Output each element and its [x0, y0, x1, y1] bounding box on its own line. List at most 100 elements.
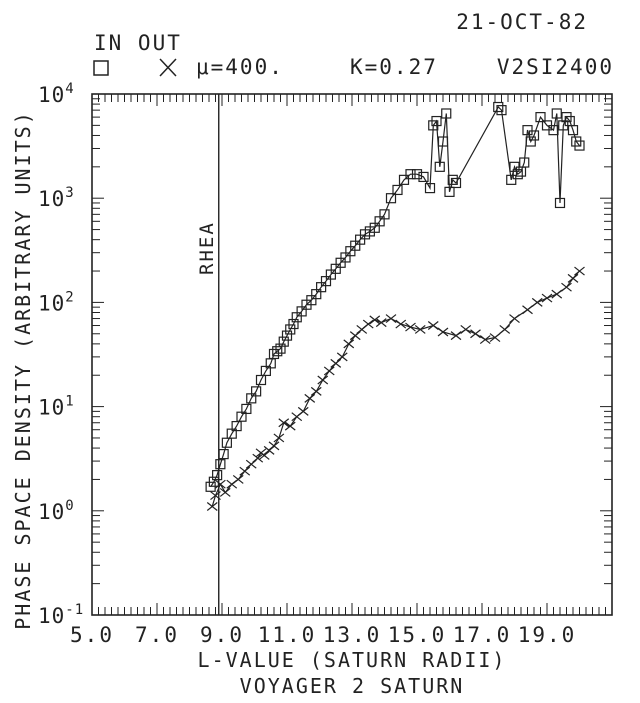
data-point-out [284, 421, 296, 431]
data-point-in [418, 171, 429, 183]
cross-stroke [258, 450, 270, 460]
data-point-out [450, 331, 462, 341]
y-tick-label: 10-1 [38, 602, 84, 628]
cross-stroke [252, 453, 264, 463]
cross-stroke [210, 491, 221, 501]
data-point-in [434, 161, 445, 172]
x-tick-label: 15.0 [388, 623, 447, 647]
cross-stroke [450, 331, 462, 341]
data-point-out [541, 293, 553, 303]
data-point-in [493, 101, 504, 113]
data-point-in [424, 183, 436, 194]
y-tick-label: 100 [38, 498, 75, 524]
cross-stroke [239, 466, 251, 476]
data-point-in [288, 318, 299, 330]
cross-stroke [427, 321, 439, 330]
cross-stroke [499, 324, 511, 334]
y-axis-title: PHASE SPACE DENSITY (ARBITRARY UNITS) [11, 110, 35, 630]
data-point-in [272, 346, 283, 357]
x-tick-label: 17.0 [453, 623, 512, 647]
data-point-in [506, 174, 517, 185]
data-point-out [551, 289, 563, 299]
cross-stroke [567, 273, 579, 283]
cross-stroke [385, 314, 397, 324]
data-point-out [268, 441, 280, 451]
data-point-in [512, 169, 523, 180]
k-value-label: K=0.27 [350, 55, 438, 79]
cross-stroke [278, 418, 290, 428]
data-point-out [479, 335, 491, 345]
data-point-out [349, 331, 361, 341]
data-point-in [278, 336, 289, 347]
data-point-in [525, 136, 536, 147]
data-point-out [215, 479, 226, 489]
cross-stroke [470, 329, 481, 339]
date-label: 21-OCT-82 [456, 10, 588, 34]
legend-square-marker-icon [93, 60, 109, 76]
data-point-in [281, 330, 293, 341]
cross-stroke [531, 297, 543, 307]
data-series [205, 101, 585, 511]
data-point-out [460, 324, 472, 334]
cross-stroke [414, 324, 426, 334]
cross-stroke [310, 386, 322, 396]
cross-stroke [460, 324, 472, 334]
data-point-out [258, 450, 270, 460]
data-point-in [496, 105, 507, 116]
cross-stroke [489, 333, 501, 343]
data-point-out [375, 318, 387, 328]
data-point-in [437, 136, 449, 147]
data-point-out [405, 322, 416, 332]
data-point-out [219, 487, 231, 497]
x-tick-label: 11.0 [258, 623, 317, 647]
run-id-label: V2SI2400 [497, 55, 614, 79]
data-point-out [567, 273, 579, 283]
data-point-out [297, 406, 309, 416]
cross-stroke [375, 318, 387, 328]
data-point-out [252, 453, 264, 463]
cross-stroke [304, 393, 316, 403]
cross-stroke [215, 479, 226, 489]
rhea-label: RHEA [196, 221, 218, 275]
data-point-in [444, 186, 455, 197]
data-point-out [499, 324, 511, 334]
cross-stroke [268, 441, 280, 451]
data-point-in [554, 197, 566, 209]
data-point-out [304, 393, 316, 403]
data-point-in [431, 115, 442, 127]
cross-stroke [206, 502, 218, 511]
mu-label: μ=400. [196, 55, 284, 79]
axis-ticks [91, 93, 613, 616]
data-point-in [385, 193, 397, 204]
data-point-in [551, 108, 562, 119]
x-tick-label: 7.0 [135, 623, 179, 647]
cross-stroke [561, 282, 572, 292]
chart-subtitle: VOYAGER 2 SATURN [240, 674, 465, 698]
cross-stroke [245, 459, 257, 469]
data-point-out [317, 375, 329, 385]
cross-stroke [509, 314, 520, 324]
data-point-in [241, 403, 252, 415]
data-point-out [232, 474, 244, 484]
data-point-in [398, 174, 410, 185]
cross-stroke [330, 358, 342, 368]
x-tick-label: 9.0 [200, 623, 244, 647]
data-point-in [405, 169, 416, 180]
data-point-out [210, 491, 221, 501]
cross-stroke [479, 335, 491, 345]
cross-stroke [541, 293, 553, 303]
data-point-in [441, 108, 452, 119]
data-point-out [245, 459, 257, 469]
data-point-in [574, 140, 585, 151]
data-point-in [528, 130, 540, 141]
cross-stroke [232, 474, 244, 484]
cross-stroke [317, 375, 329, 385]
data-point-in [215, 459, 226, 470]
data-point-in [548, 125, 559, 136]
cross-stroke [574, 266, 585, 276]
legend-title: IN OUT [94, 31, 182, 55]
data-point-in [208, 476, 219, 487]
data-point-in [212, 470, 223, 481]
cross-stroke [297, 406, 309, 416]
cross-stroke [349, 331, 361, 341]
